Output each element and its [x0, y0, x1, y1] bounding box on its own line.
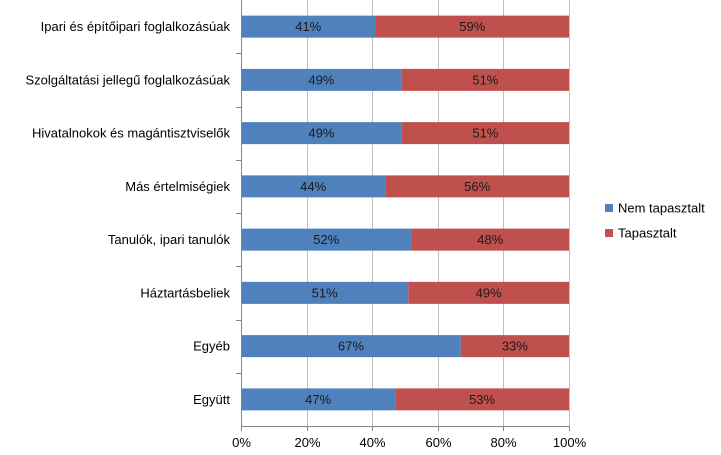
bar-data-label: 52% [313, 232, 339, 247]
bar-data-label: 53% [469, 392, 495, 407]
bar-data-label: 51% [472, 72, 498, 87]
bar-segment [401, 68, 569, 91]
bar-data-label: 47% [305, 392, 331, 407]
bar-segment [411, 228, 569, 251]
bar-data-label: 59% [459, 19, 485, 34]
category-label: Együtt [193, 392, 230, 407]
bar-data-label: 44% [300, 179, 326, 194]
bar-data-label: 51% [312, 285, 338, 300]
legend-swatch [605, 204, 613, 212]
bars: 41% 59% 49% 51% 49% 51% 44% 56% 52% 48% 51% 49% 67% 3… [241, 15, 569, 411]
bar-data-label: 41% [295, 19, 321, 34]
category-label: Más értelmiségiek [125, 179, 230, 194]
axes: 0% 20% 40% 60% 80% 100% Ipari és építőipari fo… [25, 0, 587, 450]
bar-segment [241, 175, 386, 198]
bar-segment [241, 388, 396, 411]
bar-data-label: 51% [472, 126, 498, 141]
legend-label: Tapasztalt [618, 226, 677, 241]
bar-segment [241, 15, 376, 38]
gridlines [307, 0, 570, 426]
bar-segment [241, 228, 412, 251]
category-label: Tanulók, ipari tanulók [108, 232, 231, 247]
x-tick-label: 60% [425, 435, 451, 450]
bar-segment [401, 122, 569, 145]
bar-segment [241, 281, 409, 304]
bar-segment [395, 388, 569, 411]
category-label: Szolgáltatási jellegű foglalkozásúak [25, 72, 230, 87]
x-tick-label: 40% [359, 435, 385, 450]
bar-segment [460, 335, 569, 358]
x-tick-label: 0% [232, 435, 251, 450]
x-tick-label: 80% [490, 435, 516, 450]
bar-data-label: 33% [502, 339, 528, 354]
bar-segment [241, 68, 402, 91]
bar-segment [375, 15, 569, 38]
bar-segment [241, 335, 461, 358]
x-tick-label: 20% [294, 435, 320, 450]
bar-data-label: 56% [464, 179, 490, 194]
legend-label: Nem tapasztalt [618, 201, 705, 216]
bar-segment [408, 281, 569, 304]
bar-data-label: 67% [338, 339, 364, 354]
category-label: Hivatalnokok és magántisztviselők [32, 126, 230, 141]
bar-data-label: 49% [308, 126, 334, 141]
bar-data-label: 49% [476, 285, 502, 300]
bar-data-label: 48% [477, 232, 503, 247]
legend-swatch [605, 229, 613, 237]
category-label: Háztartásbeliek [140, 285, 230, 300]
category-label: Egyéb [193, 339, 230, 354]
bar-segment [241, 122, 402, 145]
bar-data-label: 49% [308, 72, 334, 87]
category-label: Ipari és építőipari foglalkozásúak [41, 19, 231, 34]
legend: Nem tapasztalt Tapasztalt [605, 201, 705, 241]
x-tick-label: 100% [553, 435, 587, 450]
bar-segment [385, 175, 569, 198]
